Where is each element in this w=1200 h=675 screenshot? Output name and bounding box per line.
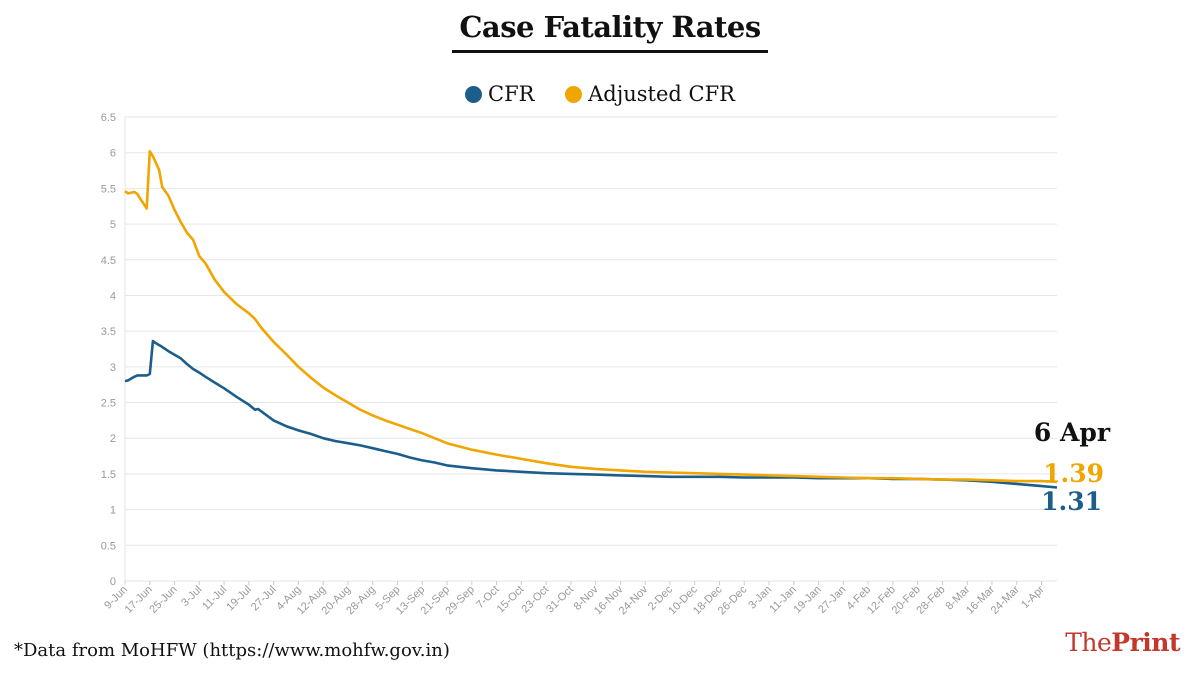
legend: CFR Adjusted CFR bbox=[0, 82, 1200, 108]
y-tick-label: 3.5 bbox=[101, 326, 116, 338]
y-tick-label: 0.5 bbox=[101, 540, 116, 552]
x-tick-label: 28-Feb bbox=[914, 584, 947, 617]
x-tick-label: 31-Oct bbox=[544, 584, 576, 616]
end-value-adjusted-cfr: 1.39 bbox=[1043, 459, 1104, 488]
end-value-cfr: 1.31 bbox=[1041, 487, 1102, 516]
chart-title: Case Fatality Rates bbox=[459, 10, 761, 44]
y-tick-label: 5 bbox=[110, 219, 116, 231]
end-date-label: 6 Apr bbox=[1034, 418, 1111, 447]
y-tick-label: 3 bbox=[110, 362, 116, 374]
x-tick-label: 19-Jul bbox=[224, 584, 254, 614]
grid-lines bbox=[124, 116, 1057, 582]
legend-item-adjusted-cfr: Adjusted CFR bbox=[565, 82, 735, 106]
y-tick-label: 0 bbox=[110, 576, 116, 588]
x-tick-label: 25-Jun bbox=[147, 584, 179, 616]
x-tick-label: 26-Dec bbox=[716, 583, 750, 617]
y-axis-ticks: 0 0.5 1 1.5 2 2.5 3 3.5 4 4.5 5 5.5 6 6.5 bbox=[101, 112, 116, 588]
theprint-logo: ThePrint bbox=[1065, 628, 1180, 657]
x-tick-label: 24-Nov bbox=[617, 583, 651, 617]
x-tick-label: 27-Jul bbox=[249, 584, 279, 614]
series-line-cfr bbox=[124, 339, 1058, 489]
x-tick-label: 24-Mar bbox=[989, 583, 1022, 616]
series-line-adjusted-cfr bbox=[124, 150, 1058, 484]
data-source-footnote: *Data from MoHFW (https://www.mohfw.gov.… bbox=[14, 640, 450, 661]
legend-label-cfr: CFR bbox=[488, 82, 535, 106]
legend-label-adjusted-cfr: Adjusted CFR bbox=[588, 82, 735, 106]
x-tick-label: 23-Oct bbox=[519, 584, 551, 616]
x-tick-label: 11-Jul bbox=[200, 584, 229, 613]
chart-title-wrap: Case Fatality Rates bbox=[452, 10, 768, 53]
y-tick-label: 6.5 bbox=[101, 112, 116, 124]
y-tick-label: 2.5 bbox=[101, 398, 116, 410]
x-tick-label: 1-Apr bbox=[1019, 583, 1047, 611]
y-tick-label: 4.5 bbox=[101, 255, 116, 267]
x-tick-label: 27-Jan bbox=[816, 584, 848, 616]
y-tick-label: 2 bbox=[110, 433, 116, 445]
end-labels: 6 Apr 1.39 1.31 bbox=[1034, 418, 1111, 516]
y-tick-label: 6 bbox=[110, 148, 116, 160]
y-tick-label: 1 bbox=[110, 505, 116, 517]
y-tick-label: 5.5 bbox=[101, 183, 116, 195]
y-tick-label: 4 bbox=[110, 290, 116, 302]
series-lines bbox=[124, 150, 1058, 489]
title-underline bbox=[452, 50, 768, 53]
x-tick-label: 15-Oct bbox=[495, 584, 527, 616]
legend-item-cfr: CFR bbox=[465, 82, 534, 106]
legend-swatch-adjusted-cfr bbox=[565, 85, 583, 103]
legend-swatch-cfr bbox=[465, 85, 482, 103]
y-tick-label: 1.5 bbox=[101, 469, 116, 481]
